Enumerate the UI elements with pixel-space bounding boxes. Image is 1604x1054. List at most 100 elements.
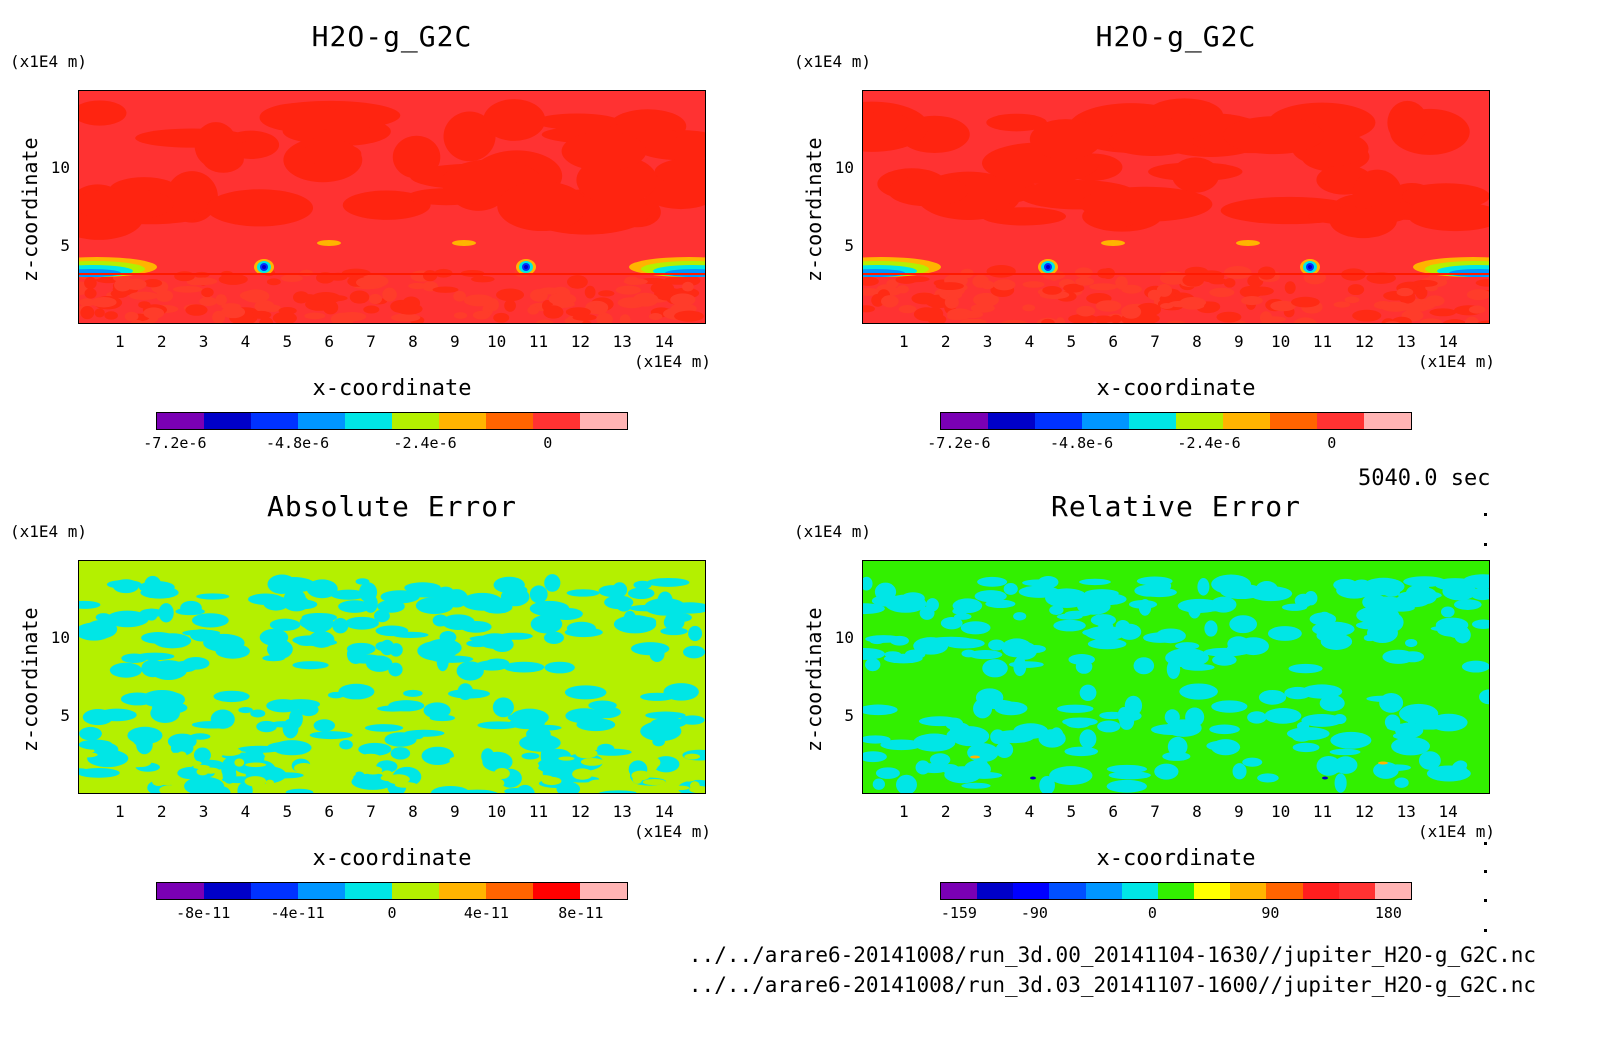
heatmap-blob — [500, 587, 530, 607]
heatmap-blob — [981, 207, 1066, 226]
heatmap-blob — [158, 603, 174, 623]
heatmap-blob — [869, 637, 885, 645]
heatmap-blob — [155, 289, 174, 302]
heatmap-blob — [1175, 642, 1200, 650]
heatmap-blob — [940, 616, 963, 630]
marker-dot — [1484, 842, 1487, 845]
colorbar-segment — [1194, 883, 1231, 899]
heatmap-blob — [1096, 317, 1107, 323]
heatmap-blob — [1077, 598, 1111, 615]
heatmap-blob — [1022, 579, 1057, 587]
heatmap-blob — [463, 294, 494, 307]
heatmap-blob — [567, 275, 588, 289]
heatmap-blob — [642, 778, 666, 786]
heatmap-blob — [527, 305, 540, 315]
x-tick-label: 9 — [1233, 332, 1244, 351]
heatmap-blob — [1166, 320, 1186, 323]
heatmap-blob — [1185, 707, 1205, 727]
heatmap-blob — [1089, 199, 1142, 228]
heatmap-blob — [1394, 777, 1409, 788]
heatmap-blob — [217, 747, 242, 756]
heatmap-blob — [1029, 119, 1102, 160]
heatmap-blob — [79, 100, 127, 126]
heatmap-blob — [598, 790, 639, 793]
heatmap-blob — [572, 314, 597, 321]
heatmap-blob — [423, 702, 451, 719]
heatmap-blob — [1417, 582, 1430, 600]
heatmap-blob — [1022, 281, 1045, 288]
heatmap-blob — [272, 740, 312, 756]
x-tick-label: 6 — [324, 802, 335, 821]
marker-dot — [1484, 543, 1487, 546]
heatmap-blob — [1471, 619, 1489, 629]
heatmap-blob — [79, 739, 113, 750]
y-tick-label: 5 — [844, 236, 854, 255]
colorbar — [156, 882, 628, 900]
colorbar-segment — [1013, 883, 1050, 899]
heatmap-blob — [483, 99, 546, 141]
x-tick-label: 13 — [612, 332, 632, 351]
x-tick-label: 14 — [654, 332, 674, 351]
heatmap-blob — [896, 774, 917, 793]
x-tick-label: 14 — [1438, 802, 1458, 821]
colorbar-segment — [1129, 413, 1176, 429]
heatmap-blob — [1154, 763, 1179, 780]
y-tick-label: 5 — [60, 236, 70, 255]
panel-title: H2O-g_G2C — [311, 20, 473, 53]
x-tick-label: 7 — [366, 802, 376, 821]
heatmap-blob — [1147, 289, 1161, 301]
heatmap-blob — [654, 157, 705, 186]
heatmap-blob — [1049, 766, 1093, 786]
heatmap-blob — [364, 724, 404, 732]
file-path-2: ../../arare6-20141008/run_3d.03_20141107… — [688, 973, 1536, 997]
heatmap-blob — [1392, 732, 1413, 740]
heatmap-blob — [1319, 694, 1345, 712]
heatmap-blob — [194, 122, 238, 168]
y-tick-label: 10 — [50, 628, 70, 647]
heatmap-blob — [182, 629, 221, 637]
colorbar-label: -8e-11 — [176, 904, 231, 922]
heatmap-blob — [267, 772, 304, 779]
heatmap-blob — [598, 290, 615, 297]
heatmap-blob — [970, 755, 980, 759]
heatmap-blob — [587, 779, 611, 789]
heatmap-blob — [339, 739, 353, 750]
colorbar-segment — [1230, 883, 1267, 899]
heatmap-blob — [135, 652, 175, 661]
heatmap-blob — [380, 774, 397, 782]
colorbar-segment — [204, 413, 251, 429]
heatmap-blob — [167, 733, 197, 750]
heatmap-blob — [648, 313, 663, 321]
heatmap-blob — [1291, 729, 1313, 742]
heatmap-blob — [1384, 321, 1400, 323]
colorbar-label: -4e-11 — [270, 904, 325, 922]
heatmap-blob — [967, 743, 999, 763]
heatmap-blob — [1425, 295, 1445, 307]
colorbar-segment — [439, 413, 486, 429]
heatmap-blob — [338, 600, 371, 613]
heatmap-blob — [986, 265, 1016, 278]
heatmap-blob — [172, 286, 203, 293]
heatmap-blob — [535, 319, 554, 323]
heatmap-field — [78, 90, 706, 324]
heatmap-blob — [1108, 771, 1151, 780]
heatmap-blob — [355, 276, 383, 289]
heatmap-blob — [521, 752, 540, 760]
heatmap-blob — [1220, 583, 1264, 600]
heatmap-blob — [1425, 318, 1436, 323]
heatmap-blob — [494, 767, 510, 780]
x-tick-label: 6 — [324, 332, 335, 351]
heatmap-blob — [929, 753, 951, 767]
heatmap-blob — [872, 778, 885, 790]
heatmap-blob — [1057, 704, 1094, 713]
heatmap-blob — [84, 288, 97, 299]
heatmap-field — [78, 560, 706, 794]
heatmap-blob — [201, 287, 214, 298]
heatmap-blob — [529, 585, 548, 604]
heatmap-blob — [1148, 162, 1243, 182]
heatmap-blob — [889, 635, 909, 646]
heatmap-band — [863, 273, 1489, 275]
heatmap-blob — [449, 756, 467, 765]
heatmap-blob — [144, 575, 162, 593]
heatmap-blob — [544, 661, 575, 674]
